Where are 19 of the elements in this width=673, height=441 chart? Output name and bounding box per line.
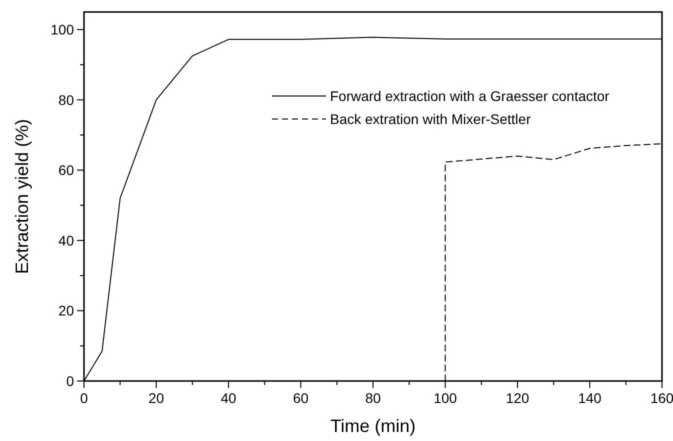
- x-tick-label: 60: [292, 390, 309, 406]
- y-axis-title: Extraction yield (%): [12, 118, 32, 274]
- legend-label: Back extration with Mixer-Settler: [330, 110, 532, 127]
- x-tick-label: 100: [434, 390, 458, 406]
- x-tick-label: 120: [506, 390, 530, 406]
- x-tick-label: 80: [365, 390, 381, 406]
- y-tick-label: 100: [50, 21, 74, 38]
- x-tick-label: 20: [148, 390, 164, 406]
- y-tick-label: 80: [58, 92, 74, 108]
- x-tick-label: 140: [578, 390, 602, 406]
- y-tick-label: 40: [58, 232, 74, 248]
- x-axis-title: Time (min): [330, 416, 416, 436]
- x-tick-label: 0: [80, 390, 88, 406]
- y-tick-label: 60: [58, 162, 74, 178]
- y-tick-label: 0: [66, 372, 74, 389]
- x-tick-label: 40: [220, 390, 236, 406]
- legend-label: Forward extraction with a Graesser contactor: [330, 88, 610, 104]
- y-tick-label: 20: [58, 302, 74, 319]
- x-tick-label: 160: [650, 390, 673, 406]
